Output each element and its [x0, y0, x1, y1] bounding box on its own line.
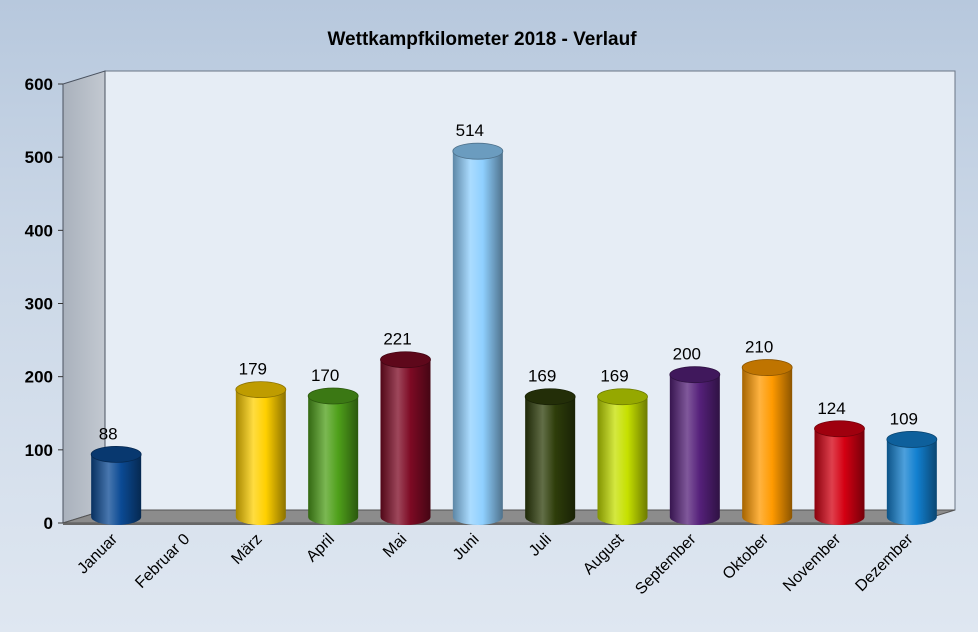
x-tick-label: Februar 0	[132, 531, 193, 592]
x-axis: Januar Februar 0 März April Mai Juni Juli Augus…	[74, 530, 917, 598]
bar	[90, 445, 142, 525]
bar-body	[742, 367, 793, 525]
bar	[741, 359, 793, 525]
data-label: 124	[817, 399, 845, 418]
bar	[452, 142, 504, 525]
x-tick-label: März	[228, 531, 265, 568]
y-tick-label: 300	[25, 295, 53, 314]
x-tick-label: Juli	[526, 531, 555, 560]
data-label: 88	[99, 424, 118, 443]
x-tick-label: Dezember	[852, 530, 917, 595]
x-tick-label: Oktober	[720, 530, 773, 583]
x-tick-label: Januar	[74, 530, 121, 577]
data-label: 169	[528, 367, 556, 386]
x-tick-label: August	[580, 530, 628, 578]
bar	[235, 381, 287, 525]
y-tick-label: 500	[25, 148, 53, 167]
y-tick-label: 600	[25, 75, 53, 94]
bar	[669, 366, 721, 525]
bar-body	[886, 439, 937, 525]
bar-top	[452, 142, 504, 160]
bar-top	[597, 388, 648, 406]
x-tick-label: Juni	[450, 531, 483, 564]
y-tick-label: 200	[25, 368, 53, 387]
data-label: 169	[600, 367, 628, 386]
bar-top	[90, 445, 142, 463]
y-tick-label: 400	[25, 221, 53, 240]
bar	[380, 351, 431, 525]
bar	[524, 388, 576, 525]
bar	[814, 420, 865, 525]
bar-top	[524, 388, 576, 406]
bar	[886, 431, 938, 525]
data-label: 200	[673, 345, 701, 364]
bar-top	[814, 420, 865, 438]
y-tick-label: 0	[44, 514, 53, 533]
bar-body	[308, 396, 359, 525]
bar-top	[380, 351, 431, 369]
bar-top	[669, 366, 721, 384]
data-label: 514	[456, 121, 484, 140]
y-tick-label: 100	[25, 441, 53, 460]
x-tick-label: September	[632, 530, 700, 598]
data-label: 170	[311, 366, 339, 385]
x-tick-label: April	[303, 531, 338, 566]
bar-top	[307, 387, 359, 405]
bar	[307, 387, 359, 525]
bar-body	[814, 428, 865, 525]
data-label: 109	[890, 409, 918, 428]
data-label: 221	[383, 330, 411, 349]
bar-body	[597, 396, 648, 525]
bar-body	[91, 454, 142, 525]
bar-body	[452, 151, 503, 525]
bar	[597, 388, 648, 525]
data-label: 179	[239, 360, 267, 379]
bar-body	[380, 359, 431, 525]
bar-body	[525, 396, 576, 525]
x-tick-label: November	[780, 530, 845, 595]
bar-top	[886, 431, 938, 448]
chart-title: Wettkampfkilometer 2018 - Verlauf	[327, 29, 637, 50]
bars: 88 179 170 221 514 169 169 200 210 124 109	[90, 121, 938, 525]
x-tick-label: Mai	[380, 531, 410, 561]
bar-body	[669, 374, 720, 525]
bar-top	[741, 359, 793, 376]
bar-top	[235, 381, 287, 399]
y-axis: 0 100 200 300 400 500 600	[25, 75, 63, 533]
data-label: 210	[745, 338, 773, 357]
bar-body	[235, 389, 286, 525]
